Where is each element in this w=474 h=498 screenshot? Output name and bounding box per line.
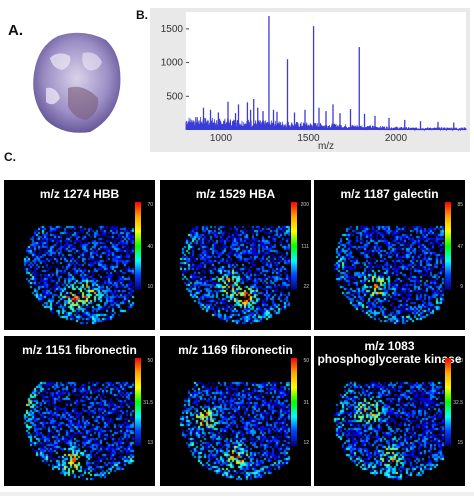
ion-intensity-map [160,336,311,486]
ms-image-panel-6: m/z 1083 phosphoglycerate kinase 50 32.5 15 [314,336,465,486]
colorbar-label-mid: 47 [457,244,463,250]
colorbar-label-mid: 31.5 [143,400,153,406]
ion-image-title: m/z 1169 fibronectin [178,343,293,357]
colorbar-label-min: 22 [303,284,309,290]
colorbar-label-min: 9 [460,284,463,290]
spectrum-x-tick-2000: 2000 [385,133,408,144]
spectrum-x-tick-1500: 1500 [297,133,320,144]
colorbar [135,358,141,446]
ms-image-panel-3: m/z 1187 galectin 85 47 9 [314,180,465,330]
colorbar-label-max: 70 [147,202,153,208]
colorbar [445,358,451,446]
colorbar-label-min: 12 [303,440,309,446]
colorbar-label-mid: 31 [303,400,309,406]
ion-image-title: m/z 1529 HBA [195,187,276,201]
ms-image-panel-4: m/z 1151 fibronectin 50 31.5 13 [4,336,155,486]
colorbar-label-mid: 32.5 [453,400,463,406]
colorbar-label-max: 50 [457,358,463,364]
colorbar-label-min: 15 [457,440,463,446]
spectrum-y-tick-500: 500 [166,91,183,102]
colorbar [135,202,141,290]
colorbar-label-mid: 111 [301,244,309,250]
ion-image-title: m/z 1274 HBB [39,187,120,201]
mass-spectrum-chart: 500 1000 1500 1000 1500 2000 m/z [150,8,470,152]
colorbar [445,202,451,290]
colorbar-label-mid: 40 [147,244,153,250]
ion-image-title: m/z 1151 fibronectin [22,343,137,357]
panel-label-b: B. [136,8,148,22]
colorbar-label-min: 10 [147,284,153,290]
ms-image-panel-1: m/z 1274 HBB 70 40 10 [4,180,155,330]
colorbar [291,358,297,446]
spectrum-plot-area [186,12,466,130]
colorbar-label-max: 85 [457,202,463,208]
ion-intensity-map [4,336,155,486]
colorbar-label-max: 50 [147,358,153,364]
colorbar-label-min: 13 [147,440,153,446]
panel-label-a: A. [8,22,23,39]
ms-image-panel-5: m/z 1169 fibronectin 50 31 12 [160,336,311,486]
spectrum-y-tick-1000: 1000 [161,58,184,69]
ion-image-title: m/z 1187 galectin [340,187,439,201]
spectrum-y-tick-1500: 1500 [161,24,184,35]
ion-image-title: m/z 1083 phosphoglycerate kinase [317,339,462,366]
spectrum-peaks [185,16,467,132]
caption-strip [0,492,474,496]
tissue-section-image [33,32,121,133]
spectrum-x-tick-1000: 1000 [210,133,233,144]
ms-image-panel-2: m/z 1529 HBA 200 111 22 [160,180,311,330]
spectrum-x-axis-label: m/z [318,141,334,152]
ion-intensity-map [160,180,311,330]
colorbar-label-max: 200 [300,202,309,208]
ion-intensity-map [314,336,465,486]
ion-intensity-map [4,180,155,330]
colorbar-label-max: 50 [303,358,309,364]
ion-intensity-map [314,180,465,330]
panel-label-c: C. [4,150,16,164]
colorbar [291,202,297,290]
